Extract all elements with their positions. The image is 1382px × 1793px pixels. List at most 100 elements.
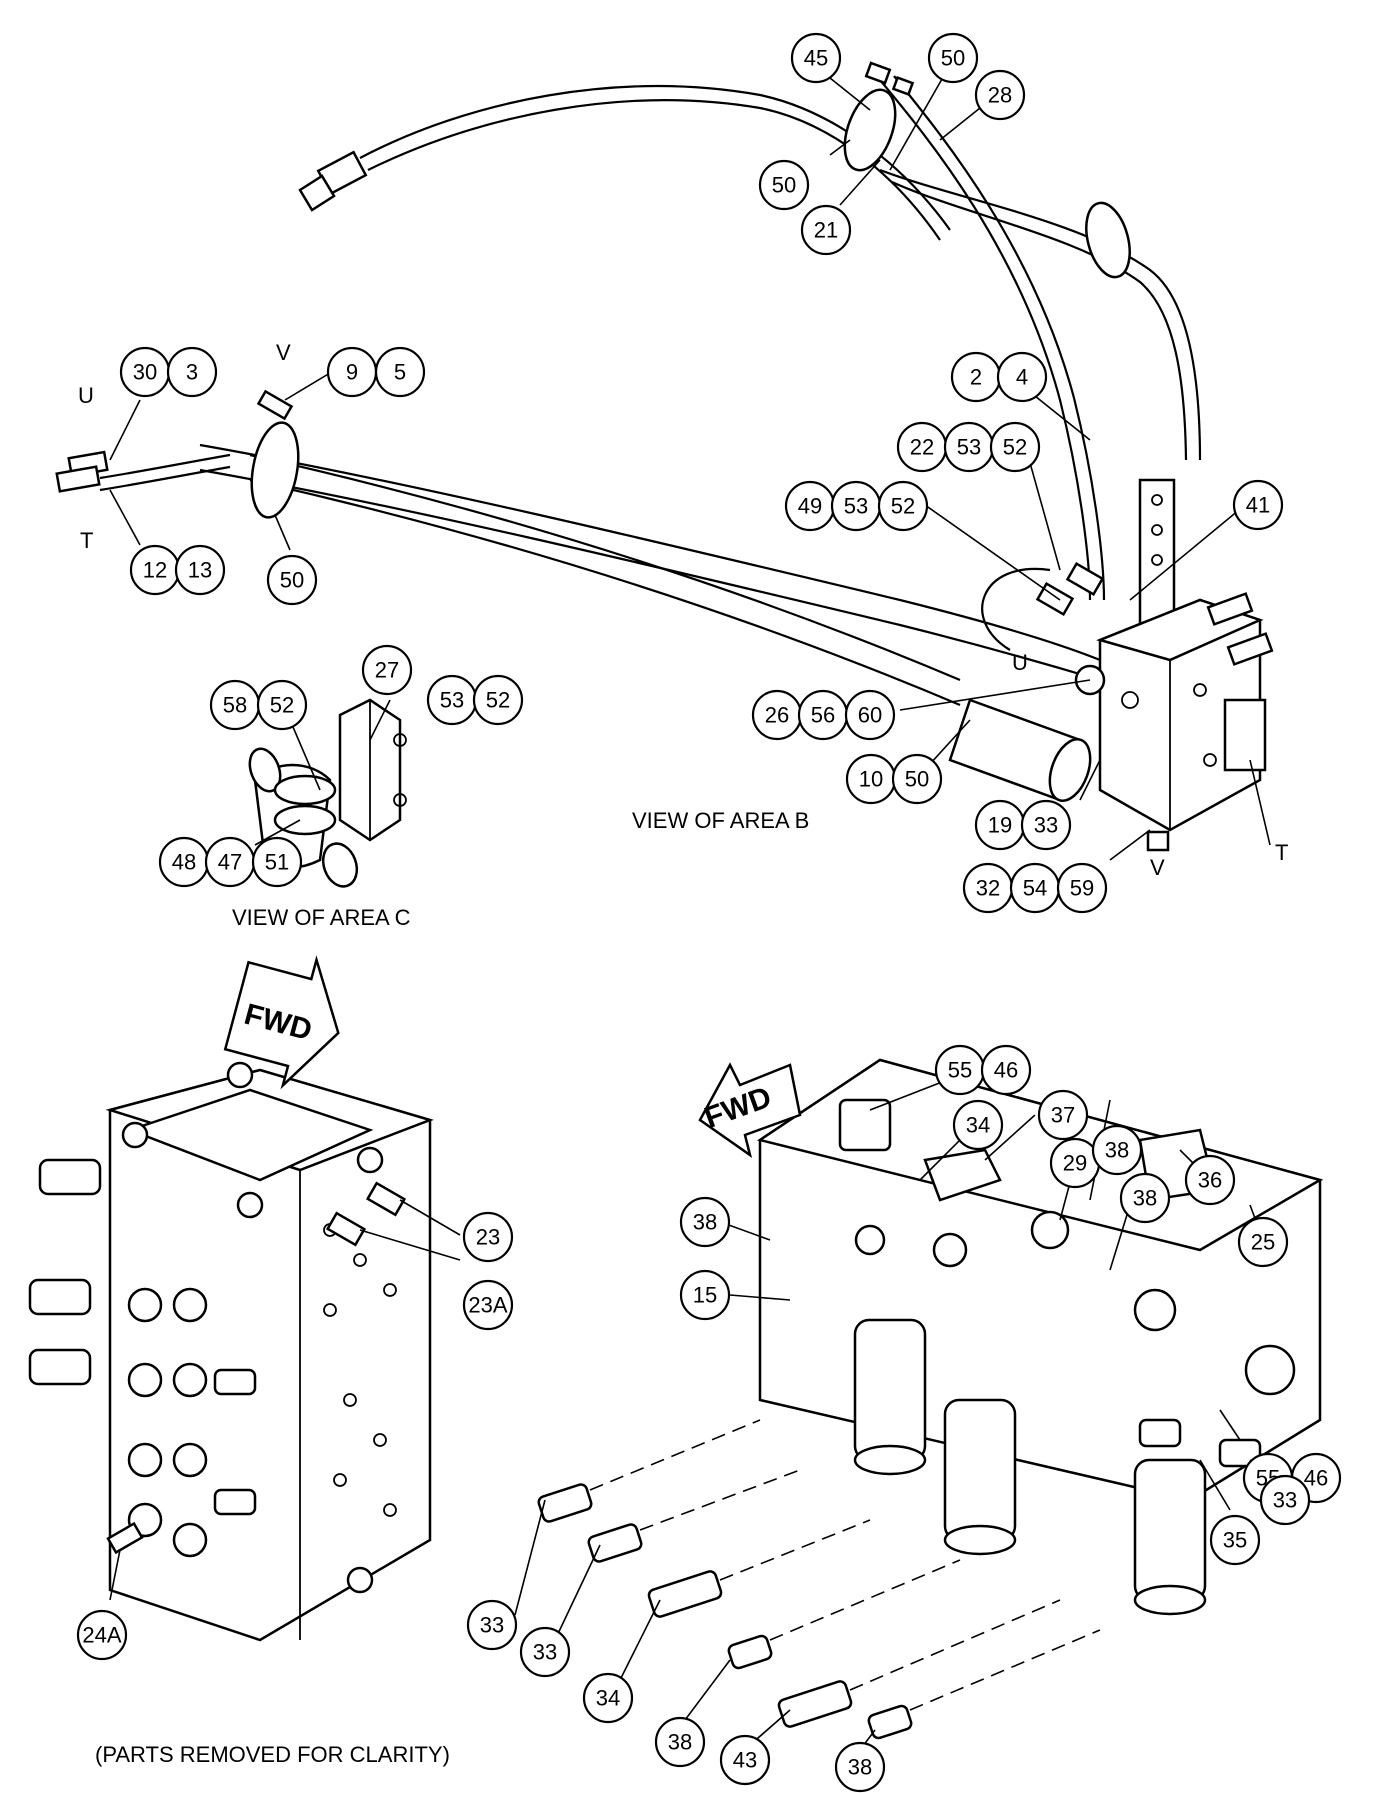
callout-c29: 29 — [1049, 1137, 1101, 1189]
callout-number: 43 — [733, 1748, 757, 1773]
callout-number: 53 — [957, 435, 981, 460]
callout-number: 3 — [186, 360, 198, 385]
callout-circle — [758, 159, 810, 211]
callout-number: 49 — [798, 494, 822, 519]
callout-circle — [76, 1609, 128, 1661]
callout-c53b: 53 — [830, 480, 882, 532]
callout-c53a: 53 — [943, 421, 995, 473]
callout-number: 50 — [905, 767, 929, 792]
callout-number: 21 — [814, 218, 838, 243]
callout-number: 52 — [891, 494, 915, 519]
callout-c56: 56 — [797, 689, 849, 741]
callout-circle — [1091, 1124, 1143, 1176]
callout-circle — [251, 836, 303, 888]
callout-number: 33 — [533, 1640, 557, 1665]
callout-c46a: 46 — [980, 1044, 1032, 1096]
callout-c35: 35 — [1209, 1514, 1261, 1566]
callout-number: 47 — [218, 850, 242, 875]
callout-number: 52 — [486, 688, 510, 713]
callout-number: 25 — [1251, 1230, 1275, 1255]
callout-circle — [472, 674, 524, 726]
callout-circle — [174, 544, 226, 596]
callout-c52a: 52 — [989, 421, 1041, 473]
callout-number: 2 — [970, 365, 982, 390]
callout-c52b: 52 — [877, 480, 929, 532]
callout-c59: 59 — [1056, 862, 1108, 914]
callout-number: 58 — [223, 693, 247, 718]
callout-number: 4 — [1016, 365, 1028, 390]
callout-circle — [1237, 1216, 1289, 1268]
callout-c47: 47 — [204, 836, 256, 888]
callout-number: 51 — [265, 850, 289, 875]
callout-number: 37 — [1051, 1103, 1075, 1128]
callout-c60: 60 — [844, 689, 896, 741]
callout-number: 26 — [765, 703, 789, 728]
callout-circle — [462, 1211, 514, 1263]
callout-c10: 10 — [845, 753, 897, 805]
callout-c19: 19 — [974, 799, 1026, 851]
callout-c26: 26 — [751, 689, 803, 741]
solenoid-valve-block — [537, 1058, 1324, 1740]
callout-c58: 58 — [209, 679, 261, 731]
callout-number: 9 — [346, 360, 358, 385]
callout-circle — [996, 351, 1048, 403]
callout-number: 30 — [133, 360, 157, 385]
callout-number: 12 — [143, 558, 167, 583]
callout-c25: 25 — [1237, 1216, 1289, 1268]
port-t-area-b: T — [1275, 840, 1288, 865]
port-t-upper: T — [80, 528, 93, 553]
callout-c52c: 52 — [256, 679, 308, 731]
callout-c30: 30 — [119, 346, 171, 398]
callout-number: 46 — [1304, 1466, 1328, 1491]
callout-c34b: 34 — [582, 1672, 634, 1724]
callout-number: 19 — [988, 813, 1012, 838]
callout-circle — [1020, 799, 1072, 851]
callout-c34a: 34 — [952, 1099, 1004, 1151]
callout-number: 38 — [1133, 1186, 1157, 1211]
callout-number: 52 — [1003, 435, 1027, 460]
captions: VIEW OF AREA B VIEW OF AREA C (PARTS REM… — [95, 808, 809, 1767]
callout-c3: 3 — [166, 346, 218, 398]
callout-c4: 4 — [996, 351, 1048, 403]
callout-circle — [654, 1716, 706, 1768]
callout-c54: 54 — [1009, 862, 1061, 914]
callout-number: 34 — [966, 1113, 990, 1138]
callout-c38b: 38 — [1119, 1172, 1171, 1224]
callout-number: 15 — [693, 1283, 717, 1308]
callout-circle — [582, 1672, 634, 1724]
callout-number: 46 — [994, 1058, 1018, 1083]
callout-circle — [1232, 479, 1284, 531]
callout-c27: 27 — [361, 644, 413, 696]
callout-c50a: 50 — [927, 32, 979, 84]
callout-number: 59 — [1070, 876, 1094, 901]
port-v-area-b: V — [1150, 855, 1165, 880]
callout-c2: 2 — [950, 351, 1002, 403]
callout-number: 41 — [1246, 493, 1270, 518]
callout-circle — [719, 1734, 771, 1786]
callout-number: 23A — [468, 1293, 507, 1318]
callout-number: 10 — [859, 767, 883, 792]
callout-circle — [256, 679, 308, 731]
callout-circle — [519, 1626, 571, 1678]
callout-number: 34 — [596, 1686, 620, 1711]
fwd-arrow-left: FWD — [223, 955, 340, 1090]
callout-number: 36 — [1198, 1168, 1222, 1193]
callout-number: 53 — [844, 494, 868, 519]
callout-c36: 36 — [1184, 1154, 1236, 1206]
callout-c52d: 52 — [472, 674, 524, 726]
callout-c38c: 38 — [679, 1196, 731, 1248]
callout-c43: 43 — [719, 1734, 771, 1786]
callout-c9: 9 — [326, 346, 378, 398]
hose-assembly-middle — [55, 389, 1101, 707]
port-u-area-b: U — [1012, 650, 1028, 675]
port-v-upper: V — [276, 340, 291, 365]
callout-c24a: 24A — [76, 1609, 128, 1661]
callout-c50d: 50 — [891, 753, 943, 805]
callout-circle — [361, 644, 413, 696]
callout-circle — [266, 554, 318, 606]
port-letters: U T V U V T — [78, 340, 1288, 880]
callout-c53c: 53 — [426, 674, 478, 726]
callout-circle — [974, 69, 1026, 121]
